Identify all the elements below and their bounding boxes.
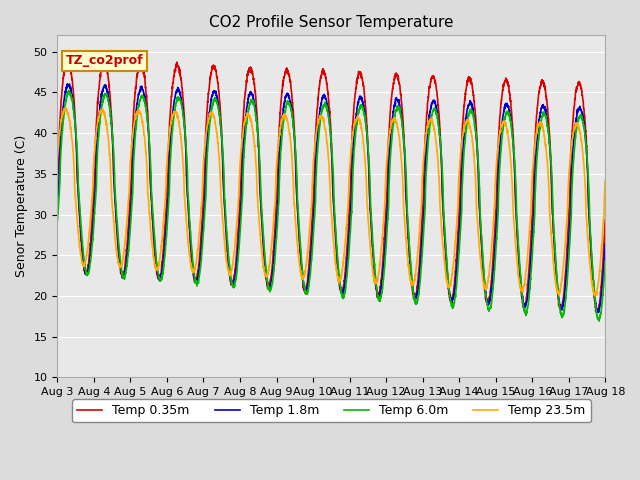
Temp 1.8m — [116, 259, 124, 265]
Temp 0.35m — [532, 126, 540, 132]
Temp 0.35m — [593, 310, 601, 316]
Text: TZ_co2prof: TZ_co2prof — [66, 54, 143, 67]
Temp 0.35m — [116, 265, 124, 271]
Temp 1.8m — [532, 156, 540, 162]
Temp 0.35m — [54, 182, 61, 188]
Temp 6.0m — [65, 88, 73, 94]
Temp 6.0m — [591, 291, 598, 297]
Temp 0.35m — [602, 217, 609, 223]
Temp 6.0m — [602, 258, 609, 264]
Temp 0.35m — [63, 56, 71, 62]
Legend: Temp 0.35m, Temp 1.8m, Temp 6.0m, Temp 23.5m: Temp 0.35m, Temp 1.8m, Temp 6.0m, Temp 2… — [72, 399, 591, 422]
Line: Temp 6.0m: Temp 6.0m — [58, 91, 605, 321]
Temp 1.8m — [148, 216, 156, 222]
Temp 1.8m — [264, 280, 271, 286]
Temp 1.8m — [602, 240, 609, 246]
Temp 23.5m — [116, 264, 124, 270]
Temp 6.0m — [595, 318, 603, 324]
Temp 23.5m — [62, 105, 70, 110]
Temp 0.35m — [264, 286, 271, 291]
Temp 23.5m — [54, 154, 61, 160]
Temp 23.5m — [592, 293, 600, 299]
Temp 6.0m — [116, 255, 124, 261]
X-axis label: Time: Time — [316, 403, 347, 416]
Line: Temp 0.35m: Temp 0.35m — [58, 59, 605, 313]
Temp 1.8m — [287, 107, 295, 112]
Temp 0.35m — [591, 298, 598, 304]
Temp 23.5m — [602, 177, 609, 183]
Temp 0.35m — [148, 217, 156, 223]
Temp 0.35m — [287, 89, 295, 95]
Temp 6.0m — [148, 206, 156, 212]
Temp 1.8m — [595, 310, 602, 315]
Title: CO2 Profile Sensor Temperature: CO2 Profile Sensor Temperature — [209, 15, 454, 30]
Temp 1.8m — [54, 206, 61, 212]
Temp 23.5m — [148, 245, 156, 251]
Temp 23.5m — [532, 136, 540, 142]
Temp 1.8m — [591, 292, 598, 298]
Y-axis label: Senor Temperature (C): Senor Temperature (C) — [15, 135, 28, 277]
Temp 23.5m — [287, 148, 295, 154]
Temp 23.5m — [264, 272, 271, 277]
Line: Temp 23.5m: Temp 23.5m — [58, 108, 605, 296]
Temp 6.0m — [287, 107, 295, 113]
Temp 6.0m — [532, 178, 540, 184]
Temp 6.0m — [264, 279, 271, 285]
Temp 1.8m — [63, 81, 71, 87]
Line: Temp 1.8m: Temp 1.8m — [58, 84, 605, 312]
Temp 23.5m — [591, 291, 598, 297]
Temp 6.0m — [54, 218, 61, 224]
